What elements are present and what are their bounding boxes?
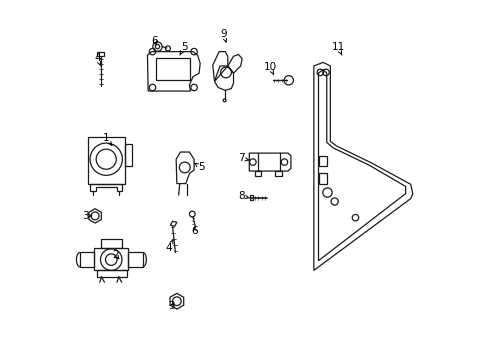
Text: 6: 6 [192, 226, 198, 236]
Text: 2: 2 [113, 250, 119, 260]
Text: 11: 11 [332, 42, 345, 55]
Text: 6: 6 [151, 36, 158, 46]
Text: 4: 4 [94, 53, 101, 66]
Text: 1: 1 [102, 133, 112, 145]
Text: 9: 9 [220, 29, 227, 42]
Text: 4: 4 [166, 240, 173, 253]
Text: 10: 10 [264, 62, 277, 75]
Text: 7: 7 [238, 153, 248, 163]
Text: 5: 5 [195, 162, 204, 172]
Text: 5: 5 [180, 42, 187, 55]
Text: 3: 3 [82, 211, 92, 221]
Text: 8: 8 [238, 191, 248, 201]
Text: 3: 3 [168, 301, 175, 311]
